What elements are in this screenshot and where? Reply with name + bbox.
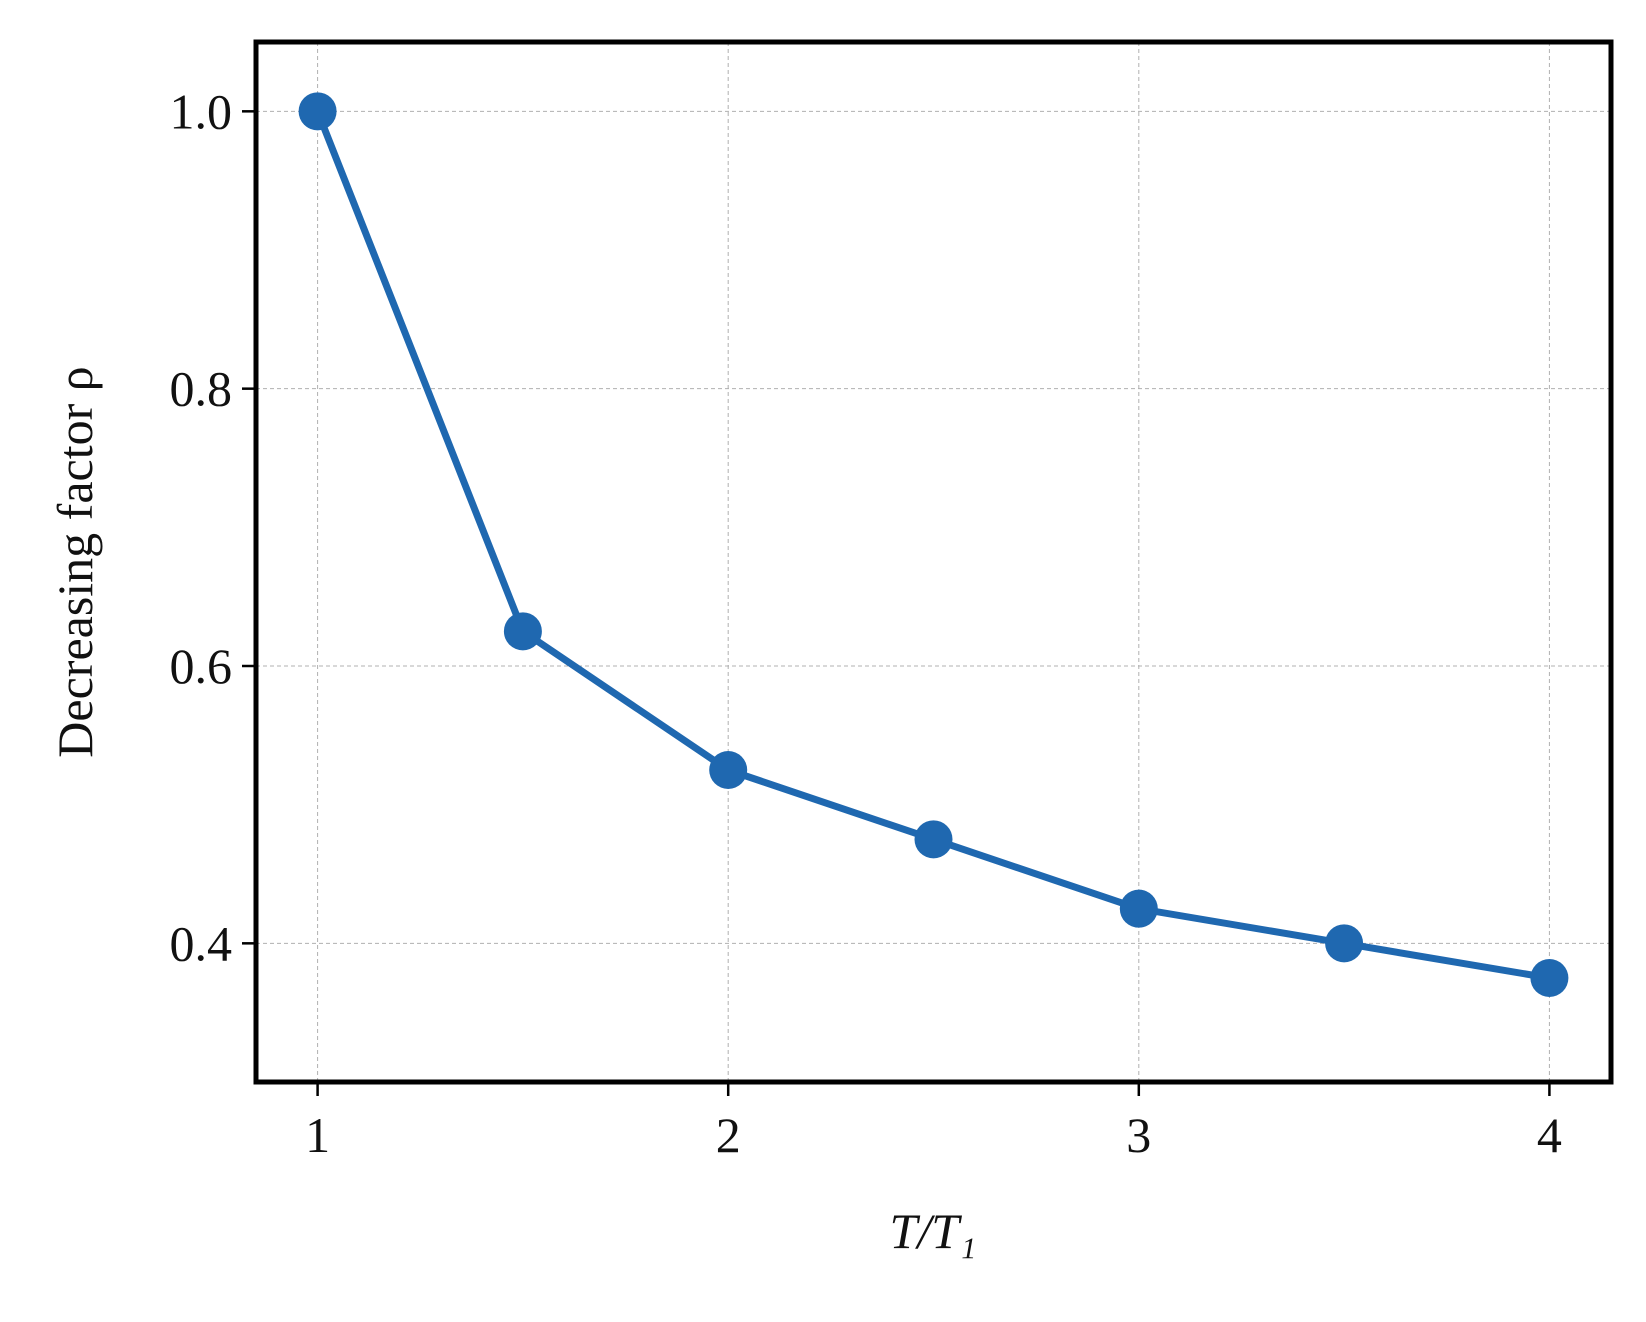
data-point [914, 820, 953, 859]
x-tick-label: 4 [1537, 1107, 1562, 1163]
data-point [1530, 959, 1569, 997]
y-tick-label: 1.0 [170, 83, 233, 139]
x-tick-label: 2 [716, 1107, 741, 1163]
y-axis-label: Decreasing factor ρ [47, 366, 103, 757]
data-point [503, 612, 542, 651]
y-tick-label: 0.4 [170, 915, 233, 971]
y-tick-label: 0.8 [170, 361, 233, 417]
x-tick-label: 3 [1126, 1107, 1151, 1163]
data-point [1325, 924, 1364, 963]
x-tick-label: 1 [305, 1107, 330, 1163]
x-axis-label: T/T₁ [890, 1203, 977, 1259]
y-tick-label: 0.6 [170, 638, 233, 694]
data-point [709, 751, 748, 789]
data-point [298, 92, 337, 131]
plot-frame [253, 39, 1614, 1085]
data-point [1119, 889, 1158, 928]
